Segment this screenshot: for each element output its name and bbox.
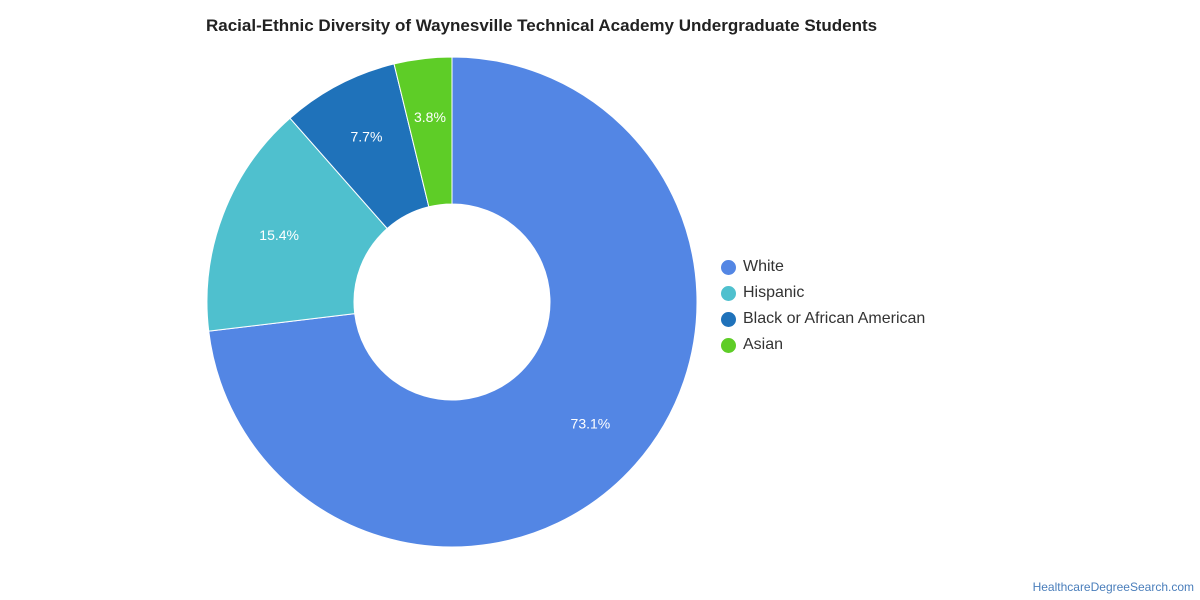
chart-legend: White Hispanic Black or African American…: [721, 254, 925, 358]
slice-asian[interactable]: [393, 56, 453, 208]
legend-item-asian[interactable]: Asian: [721, 332, 925, 358]
legend-item-black-or-african-american[interactable]: Black or African American: [721, 306, 925, 332]
legend-item-white[interactable]: White: [721, 254, 925, 280]
slice-label-hispanic: 15.4%: [259, 227, 299, 243]
legend-swatch-asian: [721, 337, 736, 353]
slice-label-asian: 3.8%: [414, 109, 446, 125]
slice-label-white: 73.1%: [571, 415, 611, 431]
source-link[interactable]: HealthcareDegreeSearch.com: [1032, 580, 1194, 594]
legend-swatch-black-or-african-american: [721, 311, 736, 327]
slice-white[interactable]: [208, 56, 698, 548]
slice-label-black-or-african-american: 7.7%: [351, 129, 383, 145]
legend-label-hispanic: Hispanic: [743, 284, 805, 301]
legend-swatch-hispanic: [721, 285, 736, 301]
slice-hispanic[interactable]: [206, 117, 388, 332]
chart-title: Racial-Ethnic Diversity of Waynesville T…: [206, 16, 878, 35]
donut-slices: [206, 56, 698, 548]
legend-item-hispanic[interactable]: Hispanic: [721, 280, 925, 306]
slice-labels: 73.1% 15.4% 7.7% 3.8%: [259, 109, 610, 431]
legend-swatch-white: [721, 259, 736, 275]
legend-label-black-or-african-american: Black or African American: [743, 310, 926, 327]
legend-label-white: White: [743, 258, 784, 275]
legend-label-asian: Asian: [743, 336, 784, 353]
